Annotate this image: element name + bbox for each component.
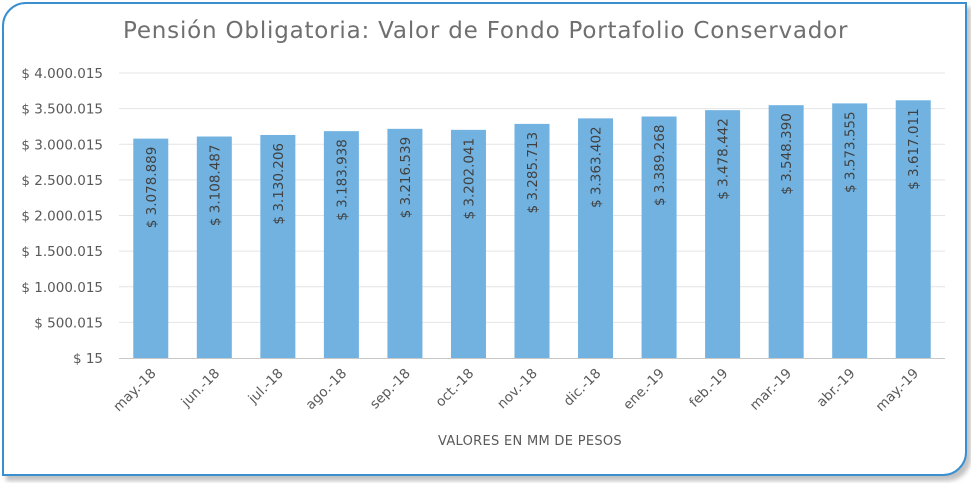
data-label: $ 3.363.402 — [589, 126, 605, 208]
bar — [133, 138, 169, 358]
y-axis-ticks: $ 15 $ 500.015 $ 1.000.015 $ 1.500.015 $ 2.0… — [21, 66, 103, 367]
data-label: $ 3.617.011 — [906, 108, 922, 190]
y-tick-label: $ 15 — [73, 351, 103, 367]
y-tick-label: $ 1.000.015 — [21, 280, 103, 296]
x-tick-label: jun.-18 — [178, 366, 223, 411]
data-labels: $ 3.078.889 $ 3.108.487 $ 3.130.206 $ 3.183… — [144, 108, 922, 228]
x-tick-label: ene.-19 — [620, 366, 668, 414]
data-label: $ 3.078.889 — [144, 147, 160, 229]
x-tick-label: nov.-18 — [494, 366, 541, 413]
bar — [450, 129, 486, 358]
bar — [768, 105, 804, 358]
y-tick-label: $ 3.000.015 — [21, 137, 103, 153]
x-axis-title: VALORES EN MM DE PESOS — [438, 434, 622, 449]
x-tick-label: oct.-18 — [433, 366, 478, 411]
x-tick-label: may.-18 — [110, 366, 159, 415]
y-tick-label: $ 2.000.015 — [21, 209, 103, 225]
data-label: $ 3.548.390 — [779, 113, 795, 195]
x-tick-label: jul.-18 — [245, 366, 287, 408]
bar — [895, 100, 931, 358]
data-label: $ 3.478.442 — [716, 118, 732, 200]
data-label: $ 3.216.539 — [398, 137, 414, 219]
bar — [323, 131, 359, 358]
chart-title: Pensión Obligatoria: Valor de Fondo Port… — [123, 18, 849, 44]
data-label: $ 3.108.487 — [207, 145, 223, 227]
x-tick-label: may.-19 — [873, 366, 922, 415]
bar — [387, 128, 423, 358]
data-label: $ 3.202.041 — [461, 138, 477, 220]
y-tick-label: $ 1.500.015 — [21, 244, 103, 260]
bar — [196, 136, 232, 358]
y-tick-label: $ 500.015 — [34, 315, 103, 331]
bar — [705, 110, 741, 358]
data-label: $ 3.389.268 — [652, 125, 668, 207]
y-tick-label: $ 3.500.015 — [21, 102, 103, 118]
x-axis-ticks: may.-18 jun.-18 jul.-18 ago.-18 sep.-18 oct.-… — [110, 366, 922, 415]
x-tick-label: mar.-19 — [747, 366, 795, 414]
x-tick-label: ago.-18 — [303, 366, 351, 414]
bar — [514, 123, 550, 359]
x-tick-label: abr.-19 — [814, 366, 859, 411]
bars — [133, 100, 931, 359]
bar — [260, 134, 296, 358]
data-label: $ 3.573.555 — [843, 111, 859, 193]
y-tick-label: $ 2.500.015 — [21, 173, 103, 189]
bar — [832, 103, 868, 358]
data-label: $ 3.130.206 — [271, 143, 287, 225]
bar — [578, 118, 614, 358]
x-tick-label: sep.-18 — [367, 366, 414, 413]
x-tick-label: feb.-19 — [686, 366, 731, 411]
data-label: $ 3.183.938 — [334, 139, 350, 221]
y-tick-label: $ 4.000.015 — [21, 66, 103, 82]
x-tick-label: dic.-18 — [560, 366, 604, 410]
data-label: $ 3.285.713 — [525, 132, 541, 214]
bar — [641, 116, 677, 359]
